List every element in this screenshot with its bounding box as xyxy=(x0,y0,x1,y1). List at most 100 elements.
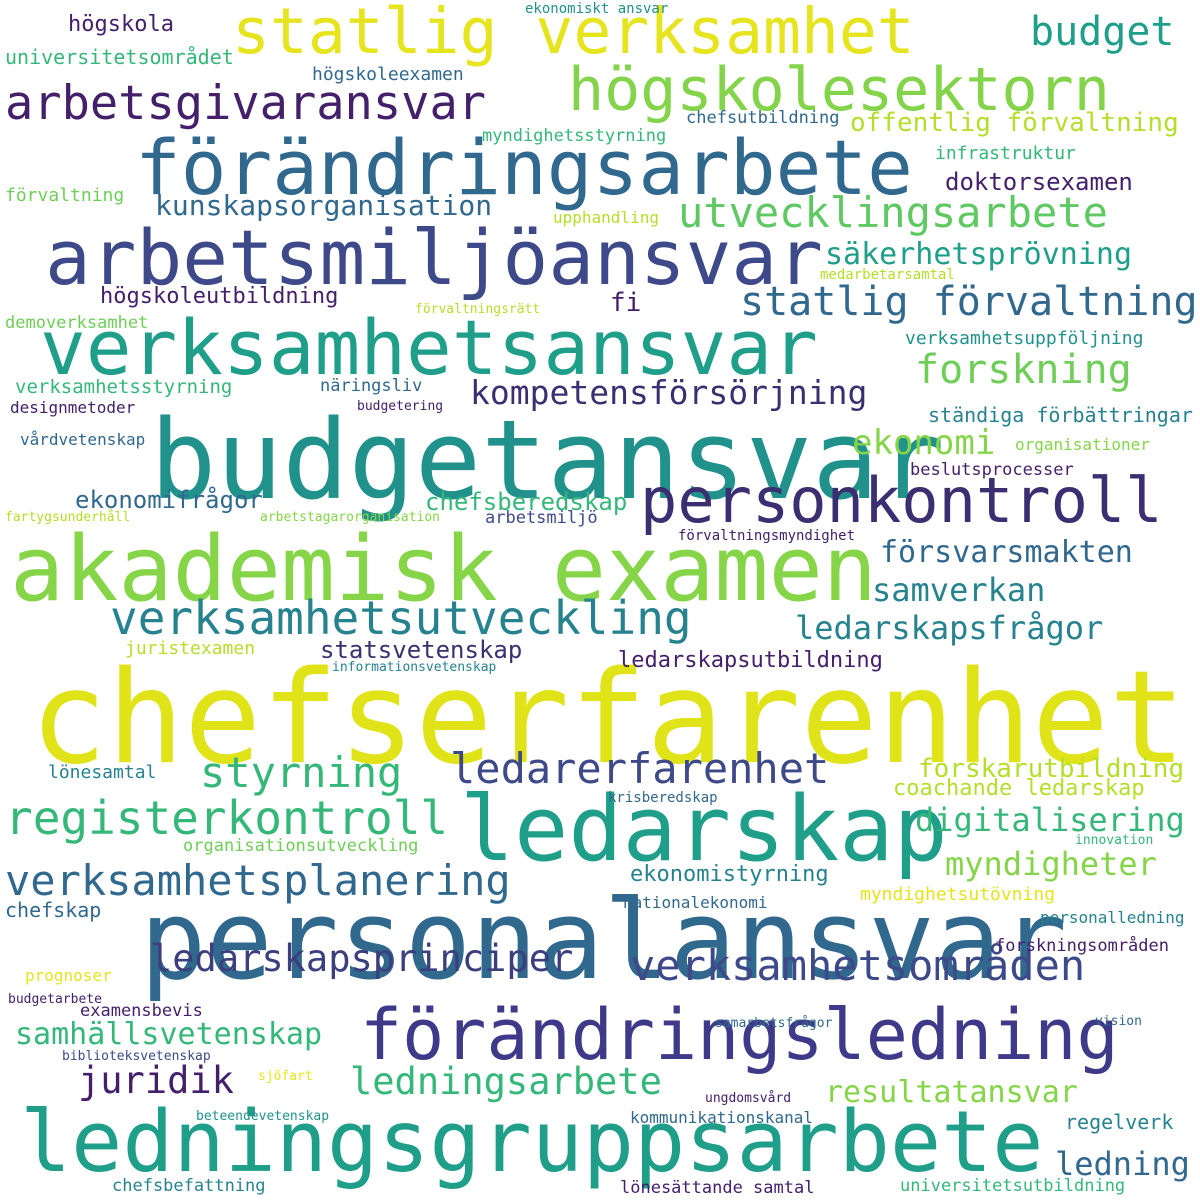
word-kunskapsorganisation: kunskapsorganisation xyxy=(155,189,493,222)
word-verksamhetsutveckling: verksamhetsutveckling xyxy=(110,591,692,645)
word-fartygsunderhall: fartygsunderhåll xyxy=(5,510,131,525)
word-myndigheter: myndigheter xyxy=(945,845,1157,883)
word-juridik: juridik xyxy=(78,1059,234,1102)
word-chefsutbildning: chefsutbildning xyxy=(686,108,840,128)
word-nationalekonomi: nationalekonomi xyxy=(623,893,768,912)
word-ledningsgruppsarbete: ledningsgruppsarbete xyxy=(20,1093,1044,1192)
word-ledarerfarenhet: ledarerfarenhet xyxy=(450,744,830,793)
word-arbetsmiljoansvar: arbetsmiljöansvar xyxy=(45,213,823,302)
word-beslutsprocesser: beslutsprocesser xyxy=(910,460,1074,480)
word-juristexamen: juristexamen xyxy=(125,638,256,659)
word-budget: budget xyxy=(1030,9,1175,55)
word-kommunikationskanal: kommunikationskanal xyxy=(630,1108,814,1127)
word-vision: vision xyxy=(1095,1014,1142,1029)
word-informationsvetenskap: informationsvetenskap xyxy=(332,660,497,675)
word-coachande-ledarskap: coachande ledarskap xyxy=(893,776,1145,801)
word-chefskap: chefskap xyxy=(5,898,102,922)
word-forskning: forskning xyxy=(915,347,1132,393)
word-hogskolesektorn: högskolesektorn xyxy=(568,55,1110,125)
word-akademisk-examen: akademisk examen xyxy=(10,517,877,622)
word-samarbetsfragor: samarbetsfrågor xyxy=(715,1016,833,1031)
word-chefsbefattning: chefsbefattning xyxy=(112,1176,266,1196)
word-ledarskap: ledarskap xyxy=(460,777,948,882)
word-forvaltningsratt: förvaltningsrätt xyxy=(415,302,541,317)
word-personkontroll: personkontroll xyxy=(640,464,1163,537)
word-statsvetenskap: statsvetenskap xyxy=(320,636,523,664)
word-doktorsexamen: doktorsexamen xyxy=(945,168,1133,196)
word-ekonomifragor: ekonomifrågor xyxy=(75,486,263,514)
word-hogskola: högskola xyxy=(68,12,174,37)
word-medarbetarsamtal: medarbetarsamtal xyxy=(820,267,955,283)
word-hogskoleutbildning: högskoleutbildning xyxy=(100,284,339,309)
word-ekonomiskt-ansvar: ekonomiskt ansvar xyxy=(525,1,669,17)
word-ledarskapsfragor: ledarskapsfrågor xyxy=(795,609,1104,647)
word-verksamhetsuppfoljning: verksamhetsuppföljning xyxy=(905,328,1144,349)
word-ledarskapsutbildning: ledarskapsutbildning xyxy=(618,648,883,673)
word-ledning: ledning xyxy=(1055,1145,1190,1183)
word-innovation: innovation xyxy=(1075,833,1154,848)
word-budgetering: budgetering xyxy=(357,399,444,414)
word-chefserfarenhet: chefserfarenhet xyxy=(30,644,1186,793)
word-samverkan: samverkan xyxy=(872,571,1046,609)
word-lonesamtal: lönesamtal xyxy=(48,762,157,783)
word-budgetansvar: budgetansvar xyxy=(150,396,945,524)
word-hogskoleexamen: högskoleexamen xyxy=(312,64,464,85)
word-arbetstagarorganisation: arbetstagarorganisation xyxy=(260,510,441,525)
word-ekonomistyrning: ekonomistyrning xyxy=(630,862,829,887)
word-infrastruktur: infrastruktur xyxy=(935,143,1076,164)
word-forandringsarbete: förändringsarbete xyxy=(135,123,913,212)
word-digitalisering: digitalisering xyxy=(915,801,1185,839)
word-statlig-forvaltning: statlig förvaltning xyxy=(740,279,1198,325)
word-myndighetsutovning: myndighetsutövning xyxy=(860,884,1056,905)
word-registerkontroll: registerkontroll xyxy=(5,791,449,845)
word-universitetsutbildning: universitetsutbildning xyxy=(900,1176,1126,1196)
word-personalledning: personalledning xyxy=(1040,908,1185,927)
word-forvaltningsmyndighet: förvaltningsmyndighet xyxy=(678,528,856,544)
word-standiga-forbattringar: ständiga förbättringar xyxy=(928,403,1193,427)
word-forandringsledning: förändringsledning xyxy=(360,994,1119,1076)
word-upphandling: upphandling xyxy=(553,208,659,227)
word-prognoser: prognoser xyxy=(25,966,112,985)
word-organisationsutveckling: organisationsutveckling xyxy=(183,836,419,856)
word-regelverk: regelverk xyxy=(1065,1110,1174,1134)
word-budgetarbete: budgetarbete xyxy=(8,992,102,1007)
word-designmetoder: designmetoder xyxy=(10,398,136,417)
word-statlig-verksamhet: statlig verksamhet xyxy=(232,0,915,68)
word-demoverksamhet: demoverksamhet xyxy=(5,313,149,333)
word-naringsliv: näringsliv xyxy=(320,376,423,396)
word-ekonomi: ekonomi xyxy=(852,423,996,463)
word-arbetsmiljo: arbetsmiljö xyxy=(485,508,598,528)
word-verksamhetsansvar: verksamhetsansvar xyxy=(40,303,818,392)
word-forsvarsmakten: försvarsmakten xyxy=(880,535,1133,570)
word-resultatansvar: resultatansvar xyxy=(825,1075,1078,1110)
word-ledningsarbete: ledningsarbete xyxy=(350,1060,662,1103)
word-biblioteksvetenskap: biblioteksvetenskap xyxy=(62,1049,211,1064)
word-chefsberedskap: chefsberedskap xyxy=(425,488,628,516)
word-fi: fi xyxy=(610,288,642,318)
word-organisationer: organisationer xyxy=(1015,435,1150,454)
word-verksamhetsstyrning: verksamhetsstyrning xyxy=(15,376,233,398)
word-utvecklingsarbete: utvecklingsarbete xyxy=(678,188,1108,237)
word-ledarskapsprinciper: ledarskapsprinciper xyxy=(150,937,574,980)
word-lonesattande-samtal: lönesättande samtal xyxy=(620,1178,815,1198)
word-sakerhetsprovning: säkerhetsprövning xyxy=(825,237,1133,272)
word-personalansvar: personalansvar xyxy=(140,876,1068,1004)
word-vardvetenskap: vårdvetenskap xyxy=(20,430,146,449)
word-examensbevis: examensbevis xyxy=(80,1001,203,1021)
word-beteendevetenskap: beteendevetenskap xyxy=(196,1109,330,1124)
word-forvaltning: förvaltning xyxy=(5,185,125,206)
word-sjofart: sjöfart xyxy=(258,1069,313,1084)
word-universitetsomradet: universitetsområdet xyxy=(5,45,234,69)
word-myndighetsstyrning: myndighetsstyrning xyxy=(482,126,667,146)
word-verksamhetsplanering: verksamhetsplanering xyxy=(5,856,511,905)
word-forskarutbildning: forskarutbildning xyxy=(918,754,1185,784)
word-kompetensforsorjning: kompetensförsörjning xyxy=(470,373,868,412)
word-ungdomsvard: ungdomsvård xyxy=(705,1091,792,1106)
word-krisberedskap: krisberedskap xyxy=(608,790,718,806)
word-styrning: styrning xyxy=(200,748,403,797)
word-samhallsvetenskap: samhällsvetenskap xyxy=(15,1017,323,1052)
word-offentlig-forvaltning: offentlig förvaltning xyxy=(850,108,1179,138)
word-arbetsgivaransvar: arbetsgivaransvar xyxy=(5,76,487,131)
word-verksamhetsomraden: verksamhetsområden xyxy=(630,941,1086,990)
